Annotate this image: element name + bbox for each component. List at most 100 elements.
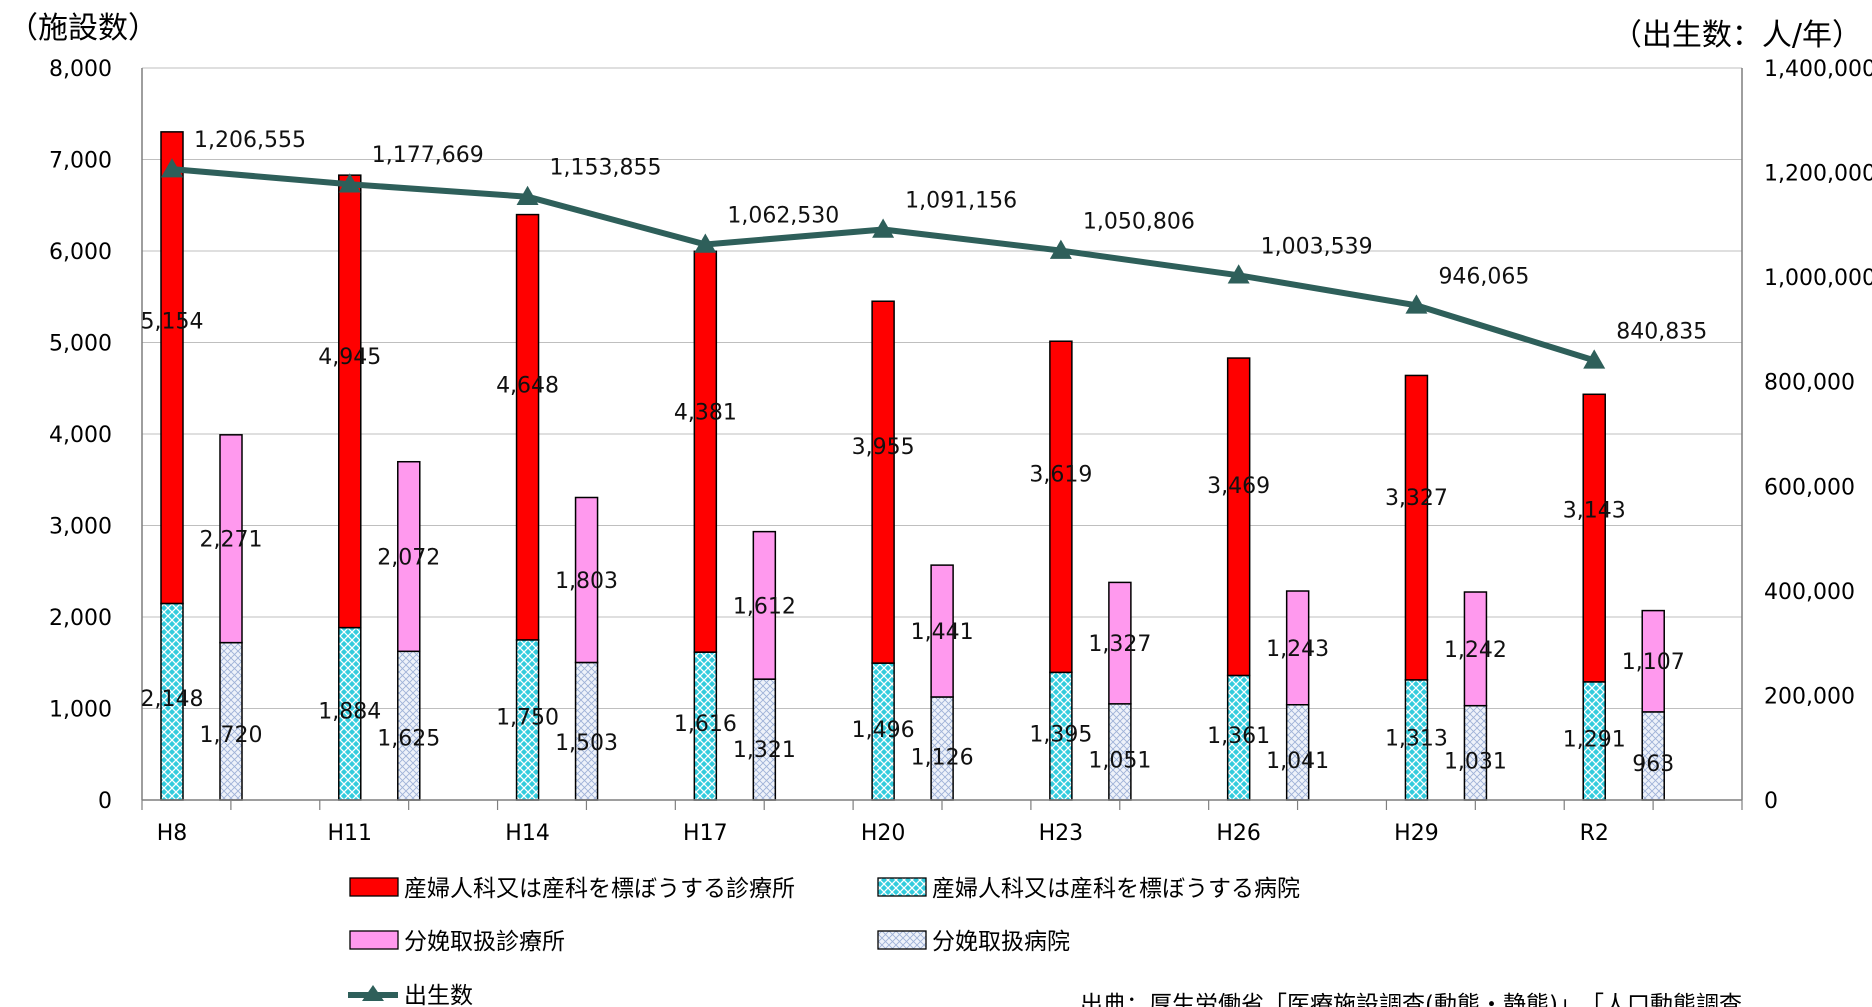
- legend-swatch: [349, 877, 399, 897]
- births-value-label: 1,050,806: [1083, 210, 1195, 235]
- bar-clinic: [1404, 374, 1429, 681]
- hospital-value-label: 1,496: [852, 718, 915, 743]
- legend-swatch: [877, 930, 927, 950]
- bar-delivery-clinic: [574, 496, 599, 664]
- bars: [160, 131, 1665, 801]
- bar-delivery-clinic: [1641, 609, 1665, 713]
- clinic-value-label: 4,381: [674, 401, 737, 426]
- y-left-tick-label: 2,000: [49, 606, 112, 631]
- x-category-label: H17: [683, 821, 728, 846]
- legend-label: 出生数: [404, 983, 473, 1007]
- y-right-tick-label: 600,000: [1764, 475, 1855, 500]
- hospital-value-label: 1,291: [1563, 728, 1626, 753]
- x-category-label: H11: [328, 821, 373, 846]
- bar-clinic: [1226, 357, 1251, 677]
- legend-swatch: [349, 930, 399, 950]
- births-point-marker: [516, 185, 539, 205]
- bar-clinic: [693, 250, 718, 653]
- axes: 8,000 7,000 6,000 5,000 4,000 3,000 2,000 1,000…: [49, 57, 1872, 846]
- legend-swatch: [877, 877, 927, 897]
- clinic-value-label: 4,648: [496, 374, 559, 399]
- delivery-hospital-value-label: 1,041: [1266, 749, 1329, 774]
- delivery-clinic-value-label: 1,441: [911, 620, 974, 645]
- bar-delivery-hospital: [219, 641, 243, 801]
- legend: 産婦人科又は産科を標ぼうする診療所 産婦人科又は産科を標ぼうする病院分娩取扱診療所…: [348, 876, 1300, 1007]
- y-right-axis-title: （出生数：人/年）: [1612, 18, 1862, 53]
- bar-clinic: [1049, 340, 1073, 674]
- delivery-hospital-value-label: 963: [1632, 752, 1674, 777]
- delivery-clinic-value-label: 1,612: [733, 594, 796, 619]
- births-point-marker: [872, 218, 895, 238]
- y-left-tick-label: 6,000: [49, 240, 112, 265]
- y-right-tick-label: 400,000: [1764, 580, 1855, 605]
- y-left-tick-label: 1,000: [49, 698, 112, 723]
- births-value-label: 1,003,539: [1261, 234, 1373, 259]
- legend-label: 分娩取扱病院: [932, 929, 1070, 955]
- data-labels: 2,148 5,154 1,720 2,271 1,884 4,945 1,625 2,072…: [141, 128, 1708, 777]
- births-point-marker: [1405, 294, 1428, 314]
- bar-delivery-clinic: [752, 530, 777, 680]
- births-point-marker: [1049, 239, 1072, 259]
- clinic-value-label: 5,154: [141, 310, 204, 335]
- births-value-label: 840,835: [1616, 319, 1707, 344]
- y-left-tick-label: 0: [98, 789, 112, 814]
- delivery-clinic-value-label: 2,072: [377, 546, 440, 571]
- delivery-clinic-value-label: 1,107: [1622, 650, 1685, 675]
- bar-clinic: [1582, 393, 1606, 683]
- y-left-tick-label: 7,000: [49, 149, 112, 174]
- bar-delivery-clinic: [930, 564, 954, 698]
- births-point-marker: [1227, 264, 1250, 284]
- clinic-value-label: 4,945: [318, 345, 381, 370]
- births-value-label: 1,062,530: [727, 203, 839, 228]
- bar-clinic: [515, 213, 540, 641]
- hospital-value-label: 1,750: [496, 706, 559, 731]
- y-left-axis-title: （施設数）: [8, 11, 158, 46]
- legend-label: 産婦人科又は産科を標ぼうする診療所: [404, 876, 795, 902]
- x-category-label: H14: [505, 821, 550, 846]
- clinic-value-label: 3,327: [1385, 486, 1448, 511]
- x-category-label: H26: [1216, 821, 1261, 846]
- y-right-tick-label: 200,000: [1764, 684, 1855, 709]
- y-left-tick-label: 5,000: [49, 332, 112, 357]
- delivery-hospital-value-label: 1,625: [377, 727, 440, 752]
- clinic-value-label: 3,955: [852, 435, 915, 460]
- births-point-marker: [694, 233, 717, 253]
- delivery-clinic-value-label: 1,803: [555, 569, 618, 594]
- y-right-tick-label: 800,000: [1764, 371, 1855, 396]
- births-value-label: 1,206,555: [194, 128, 306, 153]
- bar-delivery-clinic: [219, 434, 243, 644]
- hospital-value-label: 1,313: [1385, 727, 1448, 752]
- delivery-hospital-value-label: 1,503: [555, 731, 618, 756]
- delivery-hospital-value-label: 1,126: [911, 746, 974, 771]
- legend-label: 分娩取扱診療所: [404, 929, 565, 955]
- births-value-label: 1,177,669: [372, 143, 484, 168]
- x-category-label: R2: [1580, 821, 1609, 846]
- clinic-value-label: 3,143: [1563, 498, 1626, 523]
- hospital-value-label: 2,148: [141, 687, 204, 712]
- delivery-hospital-value-label: 1,720: [200, 723, 263, 748]
- y-left-tick-label: 4,000: [49, 423, 112, 448]
- y-right-tick-label: 1,000,000: [1764, 266, 1872, 291]
- bar-delivery-clinic: [397, 460, 421, 653]
- hospital-value-label: 1,361: [1207, 724, 1270, 749]
- births-line: [161, 158, 1606, 369]
- x-category-label: H23: [1039, 821, 1084, 846]
- births-value-label: 1,091,156: [905, 188, 1017, 213]
- births-point-marker: [338, 173, 361, 193]
- y-left-tick-label: 8,000: [49, 57, 112, 82]
- delivery-clinic-value-label: 1,243: [1266, 637, 1329, 662]
- births-point-marker: [161, 158, 183, 178]
- births-value-label: 1,153,855: [550, 156, 662, 181]
- clinic-value-label: 3,619: [1029, 463, 1092, 488]
- legend-line-marker: [362, 985, 384, 1001]
- delivery-hospital-value-label: 1,051: [1088, 749, 1151, 774]
- bar-clinic: [160, 131, 184, 605]
- y-right-tick-label: 0: [1764, 789, 1778, 814]
- delivery-clinic-value-label: 1,242: [1444, 638, 1507, 663]
- bar-delivery-clinic: [1285, 590, 1310, 706]
- bar-clinic: [871, 300, 895, 664]
- x-category-label: H8: [157, 821, 188, 846]
- legend-label: 産婦人科又は産科を標ぼうする病院: [932, 876, 1300, 902]
- births-point-marker: [1583, 349, 1606, 369]
